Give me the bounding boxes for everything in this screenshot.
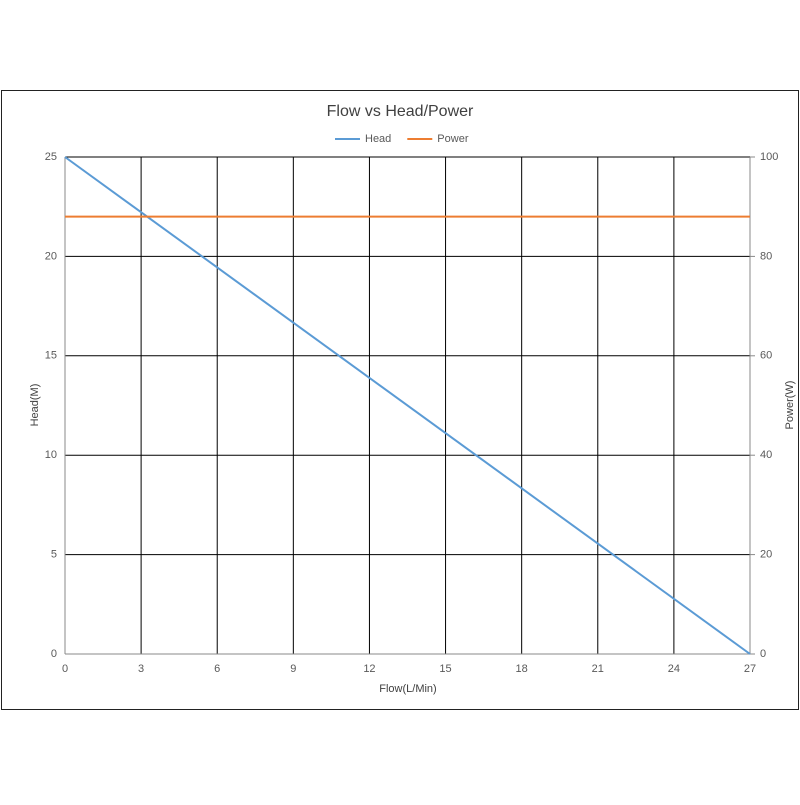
y2-axis-label: Power(W) xyxy=(784,381,796,430)
x-tick-label: 12 xyxy=(363,663,375,675)
y2-tick-label: 20 xyxy=(760,549,772,561)
chart-title: Flow vs Head/Power xyxy=(327,103,474,120)
x-tick-label: 15 xyxy=(439,663,451,675)
y2-tick-label: 60 xyxy=(760,350,772,362)
y-tick-label: 25 xyxy=(45,151,57,163)
legend-label: Power xyxy=(437,133,469,145)
x-tick-label: 3 xyxy=(138,663,144,675)
x-tick-label: 9 xyxy=(290,663,296,675)
legend-label: Head xyxy=(365,133,391,145)
x-tick-label: 24 xyxy=(668,663,680,675)
y2-tick-label: 0 xyxy=(760,648,766,660)
x-axis-label: Flow(L/Min) xyxy=(379,683,436,695)
x-tick-label: 0 xyxy=(62,663,68,675)
y2-tick-label: 100 xyxy=(760,151,778,163)
y-axis-label: Head(M) xyxy=(29,384,41,427)
y2-tick-label: 80 xyxy=(760,250,772,262)
y-tick-label: 5 xyxy=(51,549,57,561)
x-tick-label: 21 xyxy=(592,663,604,675)
y2-tick-label: 40 xyxy=(760,449,772,461)
x-tick-label: 27 xyxy=(744,663,756,675)
series-line xyxy=(64,156,751,655)
y-tick-label: 10 xyxy=(45,449,57,461)
y-tick-label: 0 xyxy=(51,648,57,660)
x-tick-label: 18 xyxy=(516,663,528,675)
x-tick-label: 6 xyxy=(214,663,220,675)
y-tick-label: 15 xyxy=(45,350,57,362)
y-tick-label: 20 xyxy=(45,250,57,262)
